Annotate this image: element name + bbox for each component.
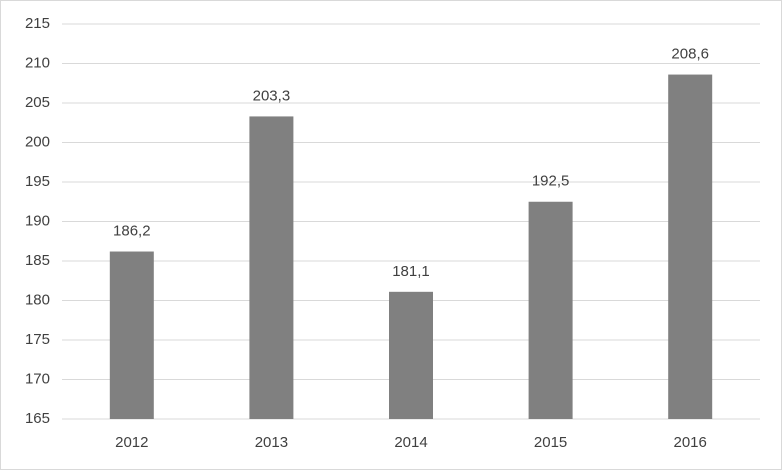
x-tick-label: 2014	[394, 434, 427, 451]
data-label: 192,5	[532, 173, 570, 190]
x-tick-label: 2012	[115, 434, 148, 451]
y-tick-label: 185	[25, 252, 50, 269]
bar	[249, 116, 294, 420]
x-tick-label: 2016	[674, 434, 707, 451]
y-tick-label: 165	[25, 410, 50, 427]
data-label: 203,3	[253, 87, 291, 104]
bar	[668, 74, 713, 419]
bar	[109, 251, 154, 419]
y-tick-label: 180	[25, 291, 50, 308]
y-tick-label: 215	[25, 15, 50, 32]
y-tick-label: 175	[25, 331, 50, 348]
bar	[389, 291, 433, 419]
y-tick-label: 200	[25, 133, 50, 150]
data-label: 186,2	[113, 222, 151, 239]
data-label: 181,1	[392, 263, 430, 280]
y-tick-label: 205	[25, 94, 50, 111]
x-tick-label: 2015	[534, 434, 567, 451]
y-tick-label: 170	[25, 370, 50, 387]
y-tick-label: 210	[25, 54, 50, 71]
y-tick-label: 195	[25, 173, 50, 190]
x-tick-label: 2013	[255, 434, 288, 451]
y-tick-label: 190	[25, 212, 50, 229]
data-label: 208,6	[671, 46, 709, 63]
bar	[528, 201, 573, 419]
